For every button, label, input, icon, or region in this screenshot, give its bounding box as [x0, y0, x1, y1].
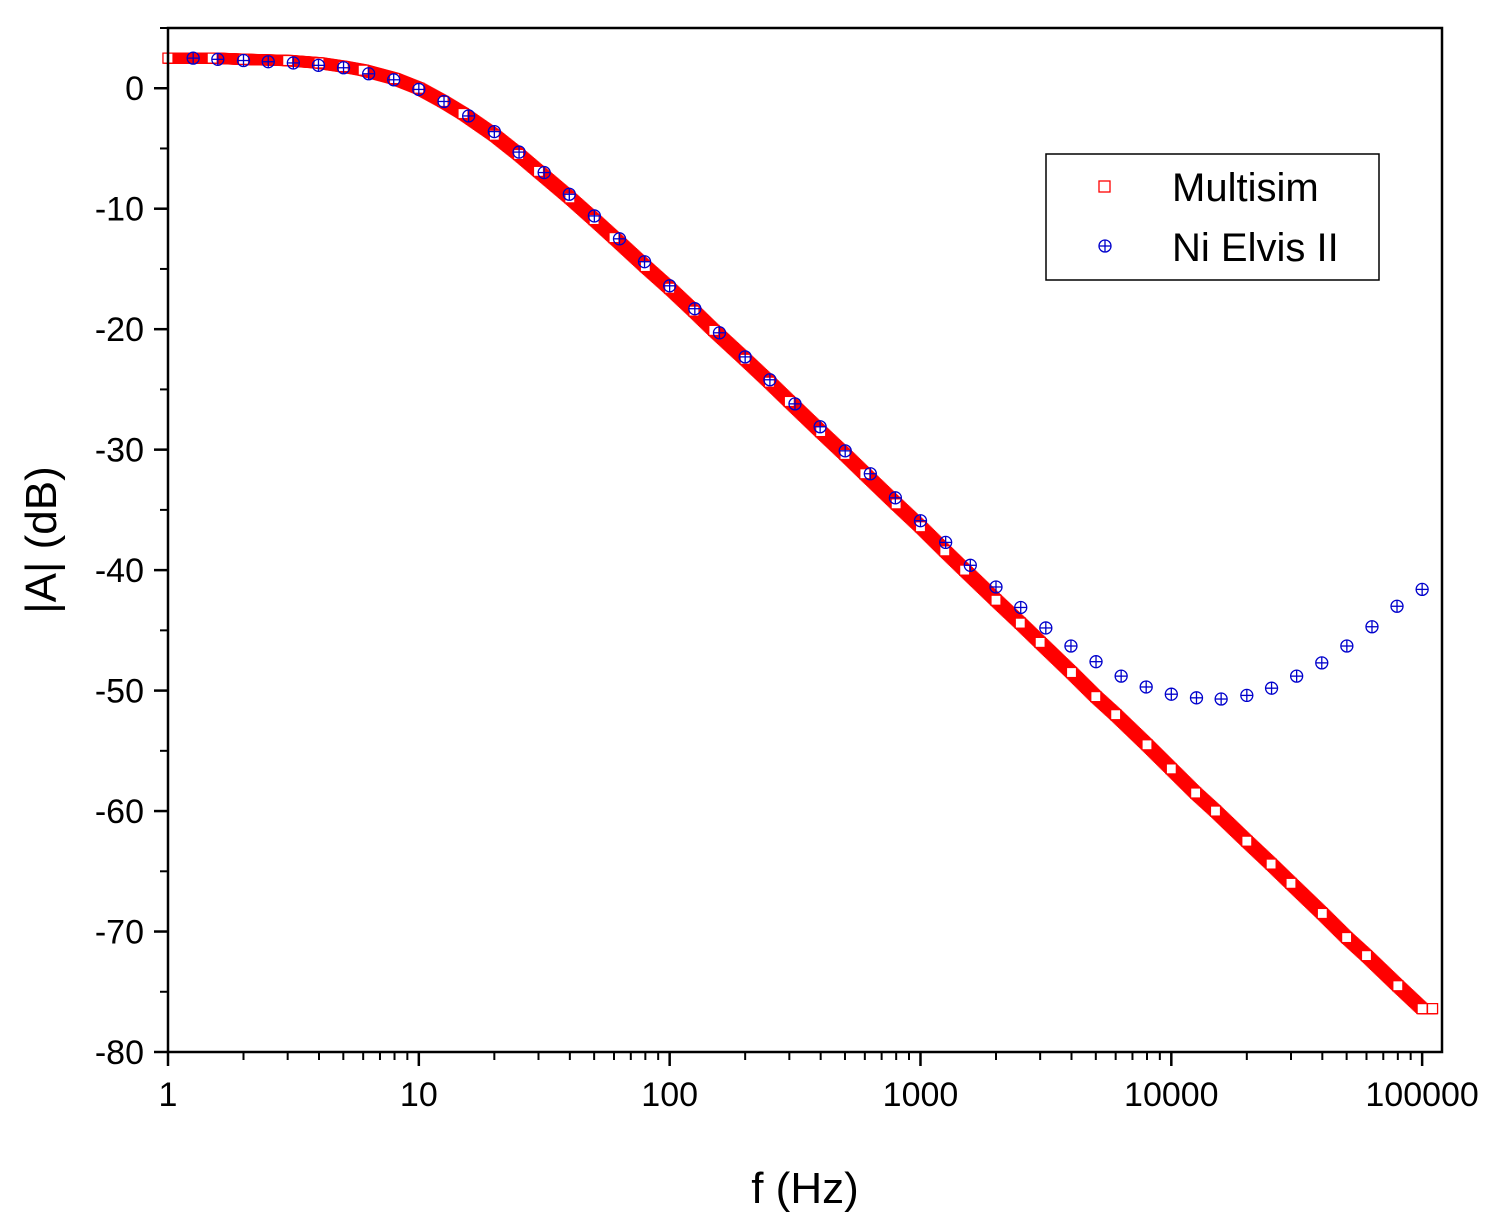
multisim-data-point: [1316, 907, 1328, 920]
ni-elvis-point: [437, 94, 451, 109]
y-axis-title: |A| (dB): [17, 466, 66, 614]
legend-multisim-label: Multisim: [1172, 166, 1319, 210]
y-tick-label: -70: [95, 914, 144, 952]
ni-elvis-point: [412, 82, 426, 97]
y-tick-label: -30: [95, 432, 144, 470]
ni-elvis-point: [1039, 621, 1053, 635]
multisim-data-point: [1426, 1003, 1439, 1015]
ni-elvis-point: [1214, 692, 1228, 706]
ni-elvis-point: [236, 53, 251, 68]
ni-elvis-point: [1114, 669, 1128, 683]
ni-elvis-point: [1315, 656, 1329, 670]
multisim-data-point: [1416, 1003, 1428, 1015]
ni-elvis-point: [1240, 688, 1254, 703]
ni-elvis-point: [387, 73, 401, 87]
ni-elvis-point: [989, 580, 1003, 594]
y-tick-label: -60: [95, 793, 144, 831]
series-layer: [162, 51, 1439, 1015]
ni-elvis-point: [587, 209, 602, 223]
y-tick-label: -10: [95, 191, 144, 229]
ni-elvis-point: [362, 67, 376, 81]
multisim-data-point: [1165, 763, 1177, 775]
multisim-data-point: [1392, 980, 1404, 992]
ni-elvis-point: [1064, 639, 1078, 653]
x-tick-label: 100000: [1365, 1076, 1478, 1114]
ni-elvis-point: [663, 279, 677, 293]
ni-elvis-point: [637, 255, 652, 269]
ni-elvis-point: [1365, 620, 1379, 634]
y-tick-label: -50: [95, 673, 144, 711]
y-tick-label: -80: [95, 1034, 144, 1072]
ni-elvis-point: [788, 397, 802, 411]
ni-elvis-point: [963, 558, 977, 572]
multisim-data-point: [1285, 877, 1297, 889]
multisim-data-point: [1360, 950, 1373, 962]
series-ni-elvis-ii: [186, 51, 1429, 706]
ni-elvis-point: [537, 165, 551, 180]
x-tick-label: 1: [159, 1076, 178, 1114]
multisim-data-point: [1014, 617, 1026, 629]
axes-layer: 1 10 100 1000 10000 100000 0 -10 -20 -30 -40 -50 -60…: [95, 26, 1479, 1114]
ni-elvis-point: [1264, 681, 1279, 695]
ni-elvis-point: [838, 444, 852, 458]
ni-elvis-point: [1089, 655, 1103, 669]
ni-elvis-point: [763, 373, 777, 387]
multisim-data-point: [939, 545, 951, 557]
ni-elvis-point: [1289, 669, 1304, 683]
ni-elvis-point: [261, 55, 275, 69]
ni-elvis-point: [286, 56, 300, 70]
multisim-data-point: [1141, 739, 1153, 751]
x-tick-label: 10000: [1124, 1076, 1219, 1114]
multisim-data-point: [1090, 691, 1102, 703]
ni-elvis-point: [688, 302, 702, 316]
ni-elvis-point: [1139, 680, 1153, 694]
legend-box: [1045, 153, 1380, 281]
ni-elvis-point: [512, 145, 526, 159]
multisim-data-point: [1341, 931, 1353, 944]
ni-elvis-point: [211, 52, 225, 66]
y-tick-label: -40: [95, 552, 144, 590]
y-tick-label: 0: [125, 70, 144, 108]
ni-elvis-point: [1415, 582, 1429, 597]
x-tick-label: 1000: [883, 1076, 959, 1114]
ni-elvis-point: [939, 535, 953, 550]
legend-ni-elvis-label: Ni Elvis II: [1172, 226, 1339, 270]
ni-elvis-point: [738, 350, 752, 364]
ni-elvis-point: [712, 326, 727, 340]
ni-elvis-point: [913, 514, 928, 528]
multisim-data-point: [1110, 709, 1122, 721]
ni-elvis-point: [186, 51, 200, 65]
ni-elvis-point: [813, 420, 827, 434]
ni-elvis-point: [1390, 599, 1404, 613]
multisim-data-point: [1190, 787, 1202, 799]
multisim-data-point: [1241, 835, 1253, 847]
x-tick-label: 10: [400, 1076, 438, 1114]
x-axis-title: f (Hz): [751, 1164, 859, 1213]
ni-elvis-point: [336, 61, 351, 75]
ni-elvis-point: [462, 109, 476, 123]
ni-elvis-point: [612, 232, 627, 246]
ni-elvis-point: [1164, 687, 1178, 701]
ni-elvis-point: [888, 491, 903, 505]
plot-frame: [166, 26, 1444, 1054]
ni-elvis-point: [1189, 691, 1204, 705]
ni-elvis-point: [1014, 600, 1028, 615]
multisim-data-point: [1209, 805, 1222, 817]
legend: Multisim Ni Elvis II: [1045, 153, 1380, 281]
ni-elvis-point: [562, 187, 576, 201]
multisim-data-point: [1265, 858, 1277, 870]
multisim-data-point: [1034, 636, 1046, 649]
multisim-data-point: [1065, 666, 1078, 679]
y-tick-label: -20: [95, 311, 144, 349]
ni-elvis-point: [311, 58, 326, 72]
ni-elvis-point: [487, 124, 501, 139]
ni-elvis-point: [863, 467, 877, 481]
multisim-data-point: [990, 594, 1002, 606]
x-tick-label: 100: [641, 1076, 698, 1114]
legend-multisim-marker: [1098, 180, 1111, 193]
ni-elvis-point: [1340, 639, 1354, 653]
